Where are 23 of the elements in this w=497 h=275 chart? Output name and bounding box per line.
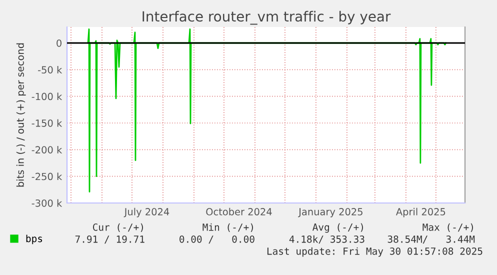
x-tick-label: October 2024 [206,208,272,216]
text: 38.54M/ 3.44M [388,235,475,244]
x-tick-label: July 2024 [124,208,170,218]
text: Cur (-/+) [92,223,143,232]
y-tick-label: -300 k [32,199,62,207]
text: Min (-/+) [202,223,253,232]
text: 7.91 / 19.71 [75,235,144,244]
text: Avg (-/+) [312,223,363,233]
x-tick-label: April 2025 [396,208,446,218]
text: Last update: Fri May 30 01:57:08 2025 [267,247,482,257]
text: Max (-/+) [422,223,473,232]
text: 4.18k/ 353.33 [289,235,364,244]
y-tick-label: -250 k [32,172,62,180]
x-tick-label: January 2025 [298,208,362,218]
chart-title: Interface router_vm traffic - by year [142,10,391,25]
y-tick-label: 0 [56,39,62,47]
y-tick-label: -100 k [32,92,62,100]
y-tick-label: -150 k [32,119,62,127]
legend-label: bps [26,234,42,244]
y-tick-label: -50 k [38,66,62,74]
y-tick-label: -200 k [32,146,62,154]
text: 0.00 / 0.00 [180,235,254,244]
y-axis-title: bits in (-) / out (+) per second [16,43,26,187]
